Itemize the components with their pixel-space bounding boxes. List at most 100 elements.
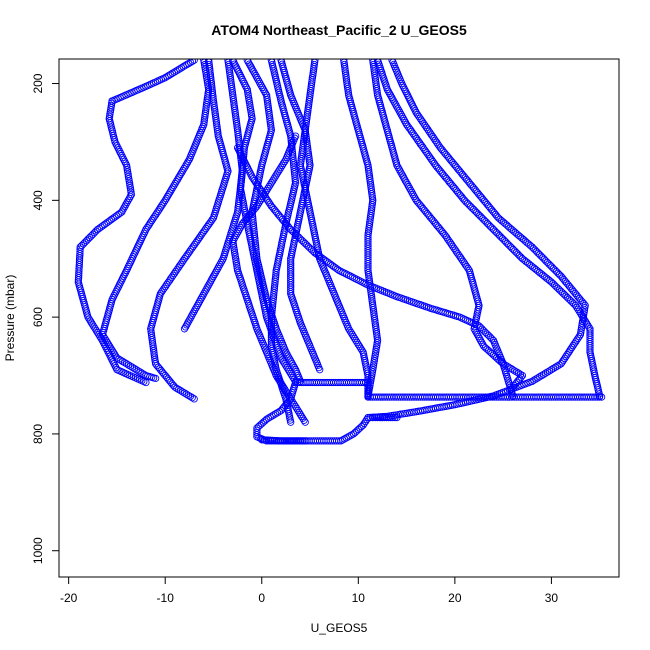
- data-point: [422, 123, 431, 132]
- data-point: [255, 198, 263, 206]
- data-point: [576, 330, 585, 339]
- data-point: [163, 72, 171, 81]
- data-point: [402, 179, 411, 187]
- data-point: [571, 338, 580, 346]
- data-point: [175, 172, 184, 180]
- data-point: [348, 273, 357, 281]
- data-point: [540, 370, 548, 379]
- data-point: [564, 349, 572, 357]
- data-point: [277, 163, 285, 171]
- data-point: [362, 378, 370, 387]
- data-point: [299, 414, 307, 422]
- data-point: [200, 290, 208, 298]
- data-point: [565, 347, 574, 355]
- data-point: [176, 170, 185, 178]
- data-point: [159, 200, 167, 208]
- data-point: [254, 182, 262, 190]
- data-point: [238, 153, 247, 162]
- data-point: [128, 363, 137, 371]
- data-point: [154, 207, 162, 215]
- data-point: [109, 348, 117, 356]
- data-point: [100, 332, 108, 341]
- data-point: [267, 179, 276, 187]
- data-point: [551, 363, 559, 371]
- data-point: [177, 64, 186, 72]
- data-point: [265, 437, 273, 445]
- data-point: [573, 336, 581, 344]
- data-point: [541, 369, 550, 377]
- data-point: [148, 216, 156, 225]
- data-point: [597, 393, 606, 401]
- x-axis-label: U_GEOS5: [311, 621, 368, 635]
- data-point: [185, 155, 193, 164]
- data-point: [190, 59, 198, 64]
- data-point: [385, 89, 394, 97]
- data-point: [349, 332, 358, 341]
- data-point: [288, 360, 296, 368]
- data-point: [452, 248, 461, 256]
- data-point: [178, 388, 187, 396]
- data-point: [573, 303, 581, 312]
- data-point: [430, 134, 438, 143]
- data-point: [188, 59, 197, 65]
- data-point: [266, 181, 274, 189]
- data-point: [401, 177, 410, 185]
- profile-12: [373, 59, 604, 400]
- chart-title: ATOM4 Northeast_Pacific_2 U_GEOS5: [211, 22, 467, 38]
- data-point: [147, 218, 155, 226]
- data-point: [117, 356, 125, 364]
- data-point: [348, 330, 356, 339]
- data-point: [276, 377, 284, 386]
- data-point: [511, 367, 519, 375]
- data-point: [289, 362, 298, 370]
- data-point: [236, 223, 244, 232]
- data-point: [183, 159, 191, 167]
- data-point: [358, 278, 366, 286]
- data-point: [233, 262, 241, 270]
- data-point: [347, 329, 355, 337]
- data-point: [281, 385, 289, 393]
- data-point: [264, 184, 272, 193]
- data-point: [184, 391, 193, 400]
- data-point: [398, 171, 406, 179]
- y-tick-label: 800: [31, 424, 45, 444]
- data-point: [316, 366, 324, 374]
- data-point: [258, 194, 266, 203]
- data-point: [161, 196, 169, 204]
- data-point: [171, 179, 179, 188]
- data-point: [282, 348, 290, 356]
- data-point: [442, 233, 451, 241]
- data-point: [174, 66, 182, 74]
- data-point: [416, 114, 424, 122]
- profile-7: [267, 59, 300, 426]
- data-point: [270, 411, 278, 419]
- data-point: [135, 239, 144, 247]
- data-point: [456, 253, 465, 262]
- data-point: [583, 321, 592, 329]
- data-point: [354, 340, 362, 349]
- data-point: [333, 265, 341, 273]
- data-point: [364, 391, 372, 399]
- data-point: [454, 250, 462, 258]
- data-point: [277, 406, 285, 415]
- data-point: [260, 190, 268, 199]
- data-point: [190, 307, 198, 315]
- data-point: [150, 213, 158, 221]
- data-point: [393, 413, 401, 422]
- data-point: [294, 406, 302, 415]
- data-point: [181, 323, 190, 331]
- data-point: [395, 107, 403, 115]
- data-point: [290, 364, 299, 372]
- data-point: [108, 346, 116, 354]
- data-point: [185, 317, 193, 325]
- data-point: [177, 260, 185, 268]
- data-point: [180, 165, 188, 173]
- data-point: [160, 284, 168, 292]
- data-point: [257, 81, 265, 90]
- data-point: [197, 231, 205, 240]
- data-point: [194, 299, 203, 308]
- data-point: [273, 373, 282, 382]
- data-point: [201, 288, 209, 296]
